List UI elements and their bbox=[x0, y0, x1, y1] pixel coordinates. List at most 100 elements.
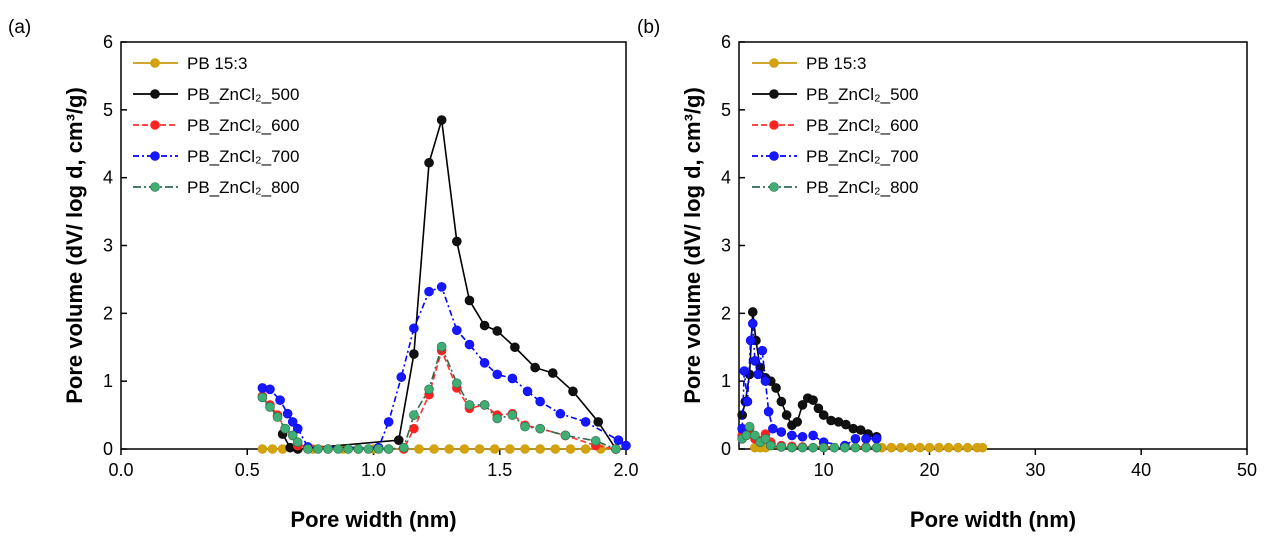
data-point bbox=[742, 396, 753, 407]
data-point bbox=[409, 423, 419, 434]
data-point bbox=[510, 342, 520, 353]
data-point bbox=[896, 442, 906, 453]
data-point bbox=[768, 423, 778, 434]
legend-entry: PB_ZnCl₂_500 bbox=[133, 85, 299, 104]
legend-entry: PB_ZnCl₂_700 bbox=[752, 147, 918, 166]
legend-label: PB_ZnCl₂_600 bbox=[806, 116, 918, 135]
data-point bbox=[818, 410, 829, 420]
x-tick-label: 0.0 bbox=[108, 460, 133, 480]
data-point bbox=[797, 431, 808, 442]
data-point bbox=[489, 444, 500, 454]
legend-entry: PB_ZnCl₂_600 bbox=[752, 116, 918, 135]
data-point bbox=[915, 442, 925, 453]
data-point bbox=[861, 434, 871, 444]
data-point bbox=[753, 369, 763, 380]
data-point bbox=[424, 286, 434, 297]
data-point bbox=[492, 326, 503, 336]
data-point bbox=[520, 444, 530, 454]
data-point bbox=[547, 368, 558, 378]
data-point bbox=[275, 395, 285, 405]
data-point bbox=[452, 236, 462, 247]
data-point bbox=[739, 366, 750, 376]
legend-entry: PB 15:3 bbox=[133, 54, 248, 73]
x-tick-label: 10 bbox=[814, 460, 834, 480]
y-tick-label: 6 bbox=[103, 32, 113, 52]
legend-marker bbox=[150, 89, 160, 99]
y-tick-label: 4 bbox=[103, 168, 113, 188]
legend-marker bbox=[769, 182, 779, 192]
data-point bbox=[479, 400, 490, 410]
data-point bbox=[765, 440, 776, 451]
x-tick-label: 0.5 bbox=[235, 460, 260, 480]
data-point bbox=[840, 442, 850, 453]
legend-label: PB 15:3 bbox=[806, 54, 867, 73]
data-point bbox=[621, 440, 631, 451]
legend-entry: PB_ZnCl₂_700 bbox=[133, 147, 299, 166]
data-point bbox=[787, 430, 797, 441]
data-point bbox=[452, 378, 462, 389]
data-point bbox=[750, 430, 760, 441]
data-point bbox=[323, 444, 333, 454]
x-axis-title: Pore width (nm) bbox=[290, 507, 456, 532]
data-point bbox=[436, 115, 447, 125]
y-tick-label: 5 bbox=[103, 100, 113, 120]
series-4 bbox=[257, 341, 621, 454]
legend-marker bbox=[150, 120, 160, 130]
data-point bbox=[257, 392, 268, 403]
y-tick-label: 0 bbox=[721, 439, 731, 459]
data-point bbox=[424, 384, 434, 395]
data-point bbox=[424, 157, 434, 168]
data-point bbox=[613, 435, 624, 445]
series-1 bbox=[277, 115, 621, 454]
panel-label: (a) bbox=[8, 17, 31, 38]
x-axis-title: Pore width (nm) bbox=[910, 507, 1076, 532]
data-point bbox=[520, 421, 530, 432]
data-point bbox=[257, 444, 268, 454]
legend-entry: PB_ZnCl₂_800 bbox=[752, 178, 918, 197]
data-point bbox=[776, 427, 787, 437]
legend-marker bbox=[769, 120, 779, 130]
data-point bbox=[808, 395, 818, 405]
data-point bbox=[464, 400, 475, 410]
data-point bbox=[797, 442, 808, 453]
data-point bbox=[505, 444, 515, 454]
legend-label: PB_ZnCl₂_600 bbox=[187, 116, 299, 135]
legend-label: PB 15:3 bbox=[187, 54, 248, 73]
data-point bbox=[522, 386, 533, 397]
data-point bbox=[313, 444, 323, 454]
data-point bbox=[747, 307, 758, 317]
data-point bbox=[886, 442, 897, 453]
data-point bbox=[373, 444, 384, 454]
data-point bbox=[492, 413, 503, 424]
data-point bbox=[303, 444, 313, 454]
data-point bbox=[464, 339, 475, 350]
data-point bbox=[414, 444, 424, 454]
data-point bbox=[776, 442, 787, 452]
data-point bbox=[905, 442, 916, 453]
data-point bbox=[452, 325, 462, 336]
legend-entry: PB_ZnCl₂_800 bbox=[133, 178, 299, 197]
legend-marker bbox=[769, 89, 779, 99]
data-point bbox=[792, 417, 803, 427]
data-point bbox=[393, 435, 404, 445]
series-line bbox=[262, 285, 627, 449]
data-point bbox=[464, 295, 475, 306]
data-point bbox=[568, 386, 578, 397]
data-point bbox=[871, 442, 882, 453]
legend-entry: PB_ZnCl₂_500 bbox=[752, 85, 918, 104]
data-point bbox=[962, 442, 973, 453]
data-point bbox=[760, 376, 771, 386]
data-point bbox=[741, 430, 752, 441]
data-point bbox=[871, 434, 882, 444]
data-point bbox=[409, 410, 419, 420]
data-point bbox=[757, 345, 768, 356]
data-point bbox=[841, 419, 851, 430]
data-point bbox=[560, 430, 571, 441]
legend-label: PB_ZnCl₂_800 bbox=[187, 178, 299, 197]
data-point bbox=[507, 410, 518, 420]
y-tick-label: 5 bbox=[721, 100, 731, 120]
legend-label: PB_ZnCl₂_700 bbox=[806, 147, 918, 166]
data-point bbox=[287, 417, 298, 427]
data-point bbox=[492, 369, 503, 380]
data-point bbox=[593, 417, 604, 427]
